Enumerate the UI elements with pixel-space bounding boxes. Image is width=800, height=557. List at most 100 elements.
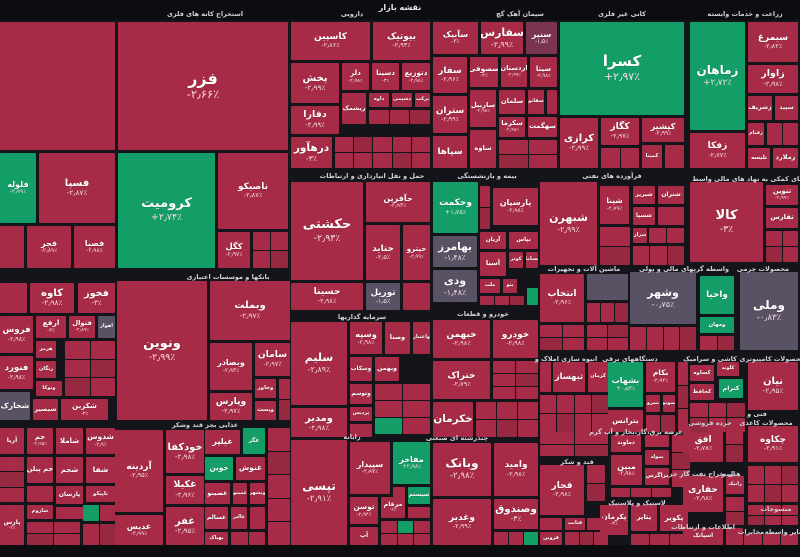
tile-غکیلا[interactable]: غکیلا -۲٫۹۶٪ bbox=[166, 476, 204, 504]
filler-tile[interactable] bbox=[476, 420, 496, 437]
filler-tile[interactable] bbox=[83, 524, 99, 545]
filler-tile[interactable] bbox=[565, 532, 579, 545]
tile-وتوسم[interactable]: وتوسم bbox=[350, 384, 372, 404]
filler-tile[interactable] bbox=[650, 534, 669, 545]
tile-ستران[interactable]: ستران -۲٫۹۹٪ bbox=[433, 96, 467, 133]
filler-tile[interactable] bbox=[279, 379, 290, 399]
tile-کلوند[interactable]: کلوند bbox=[717, 362, 739, 376]
filler-tile[interactable] bbox=[620, 148, 639, 168]
tile-بترانس[interactable]: بترانس bbox=[608, 410, 643, 432]
filler-tile[interactable] bbox=[411, 153, 430, 168]
filler-tile[interactable] bbox=[253, 250, 270, 268]
tile-شاملا[interactable]: شاملا bbox=[56, 428, 83, 454]
tile-کسرا[interactable]: کسرا +۲٫۹۷٪ bbox=[560, 22, 684, 115]
tile-هرمز[interactable]: هرمز bbox=[36, 341, 56, 358]
filler-tile[interactable] bbox=[509, 532, 523, 545]
tile-سیمرغ[interactable]: سیمرغ -۲٫۸۲٪ bbox=[748, 22, 798, 62]
filler-tile[interactable] bbox=[631, 534, 650, 545]
tile-وحکمت[interactable]: وحکمت +۱٫۷۵٪ bbox=[433, 182, 478, 233]
filler-tile[interactable] bbox=[494, 532, 508, 545]
filler-tile[interactable] bbox=[658, 207, 684, 225]
filler-tile[interactable] bbox=[528, 154, 557, 168]
tile-آردینه[interactable]: آردینه -۲٫۹۵٪ bbox=[115, 430, 163, 512]
tile-سپاها[interactable]: سپاها bbox=[433, 136, 467, 168]
filler-tile[interactable] bbox=[661, 415, 675, 432]
tile-سیستم[interactable]: سیستم bbox=[408, 487, 430, 504]
tile-مفاخر[interactable]: مفاخر +۲٫۹۸٪ bbox=[393, 442, 430, 484]
filler-tile[interactable] bbox=[587, 465, 605, 483]
tile-حپترو[interactable]: حپترو -۲٫۹۹٪ bbox=[403, 225, 430, 280]
tile-شفا[interactable]: شفا bbox=[86, 457, 115, 483]
filler-tile[interactable] bbox=[410, 110, 430, 124]
filler-tile[interactable] bbox=[27, 522, 53, 533]
tile-وبشهر[interactable]: وبشهر bbox=[250, 483, 265, 504]
tile-واحیا[interactable]: واحیا bbox=[700, 276, 734, 314]
tile-ساوه[interactable]: ساوه bbox=[470, 130, 496, 168]
filler-tile[interactable] bbox=[727, 403, 745, 417]
filler-tile[interactable] bbox=[663, 327, 680, 350]
filler-tile[interactable] bbox=[0, 487, 24, 502]
filler-tile[interactable] bbox=[540, 444, 574, 456]
tile-وصنا[interactable]: وصنا bbox=[385, 322, 410, 354]
tile-سپیدار[interactable]: سپیدار -۲٫۹۷٪ bbox=[350, 442, 390, 494]
tile-ساربیل[interactable]: ساربیل -۲٫۹۸٪ bbox=[470, 90, 496, 127]
filler-tile[interactable] bbox=[540, 518, 562, 530]
tile-کمینا[interactable]: کمینا bbox=[642, 145, 662, 168]
filler-tile[interactable] bbox=[672, 435, 690, 452]
tile-مبین[interactable]: مبین -۲٫۹۸٪ bbox=[611, 455, 642, 485]
tile-سلمان[interactable]: سلمان bbox=[499, 90, 525, 114]
filler-tile[interactable] bbox=[0, 283, 27, 313]
tile-شتران[interactable]: شتران bbox=[658, 186, 684, 204]
filler-tile[interactable] bbox=[499, 140, 528, 154]
tile-فنورد[interactable]: فنورد -۲٫۹۸٪ bbox=[0, 356, 33, 389]
tile-ونوین[interactable]: ونوین -۲٫۹۹٪ bbox=[117, 281, 207, 420]
tile-واعتبار[interactable]: واعتبار bbox=[413, 322, 430, 354]
tile-اهواز[interactable]: اهواز bbox=[98, 316, 115, 338]
filler-tile[interactable] bbox=[780, 534, 798, 545]
tile-حتاید[interactable]: حتاید -۲٫۵٪ bbox=[366, 225, 400, 280]
tile-تلیسه[interactable]: تلیسه bbox=[748, 148, 770, 168]
tile-ثبهساز[interactable]: ثبهساز bbox=[553, 362, 585, 392]
filler-tile[interactable] bbox=[762, 534, 780, 545]
filler-tile[interactable] bbox=[27, 486, 53, 502]
filler-tile[interactable] bbox=[650, 246, 667, 265]
filler-tile[interactable] bbox=[0, 457, 24, 472]
filler-tile[interactable] bbox=[672, 470, 690, 487]
filler-tile[interactable] bbox=[680, 327, 696, 350]
filler-tile[interactable] bbox=[54, 522, 80, 533]
tile-برکت[interactable]: برکت bbox=[415, 93, 430, 107]
filler-tile[interactable] bbox=[649, 228, 666, 243]
tile-unlabeled[interactable] bbox=[0, 22, 115, 150]
tile-فخوز[interactable]: فخوز -۳٪ bbox=[78, 283, 115, 313]
filler-tile[interactable] bbox=[268, 428, 290, 451]
filler-tile[interactable] bbox=[672, 452, 690, 470]
tile-غگز[interactable]: غگز bbox=[243, 428, 265, 454]
filler-tile[interactable] bbox=[510, 296, 524, 305]
tile-غمینو[interactable]: غمینو bbox=[233, 483, 247, 504]
filler-tile[interactable] bbox=[403, 418, 430, 434]
filler-tile[interactable] bbox=[748, 484, 764, 502]
tile-کساوه[interactable]: کساوه bbox=[690, 365, 714, 381]
tile-بساما[interactable]: بساما bbox=[526, 252, 538, 268]
tile-پتایر[interactable]: پتایر bbox=[631, 505, 657, 531]
tile-سلیم[interactable]: سلیم -۲٫۸۹٪ bbox=[291, 322, 347, 405]
filler-tile[interactable] bbox=[579, 532, 594, 545]
tile-وملی[interactable]: وملی -۰٫۸۳٪ bbox=[740, 272, 798, 350]
tile-کرمان[interactable]: کرمان bbox=[588, 362, 608, 392]
filler-tile[interactable] bbox=[540, 414, 557, 432]
filler-tile[interactable] bbox=[748, 505, 764, 515]
tile-پخش[interactable]: پخش -۲٫۹۹٪ bbox=[291, 63, 339, 103]
filler-tile[interactable] bbox=[611, 488, 631, 497]
filler-tile[interactable] bbox=[587, 325, 607, 337]
filler-tile[interactable] bbox=[350, 424, 372, 437]
tile-کگل[interactable]: کگل -۲٫۹۷٪ bbox=[218, 232, 250, 268]
tile-بهامرز[interactable]: بهامرز -۱٫۴۸٪ bbox=[433, 236, 477, 267]
tile-فروس[interactable]: فروس -۲٫۹۸٪ bbox=[0, 316, 33, 353]
filler-tile[interactable] bbox=[557, 395, 574, 413]
filler-tile[interactable] bbox=[268, 475, 290, 498]
tile-وصندوق[interactable]: وصندوق -۳٪ bbox=[494, 499, 538, 529]
filler-tile[interactable] bbox=[690, 418, 708, 432]
tile-شبصیر[interactable]: شبصیر bbox=[33, 399, 58, 420]
tile-آریان[interactable]: آریان bbox=[480, 232, 506, 249]
filler-tile[interactable] bbox=[726, 444, 743, 462]
